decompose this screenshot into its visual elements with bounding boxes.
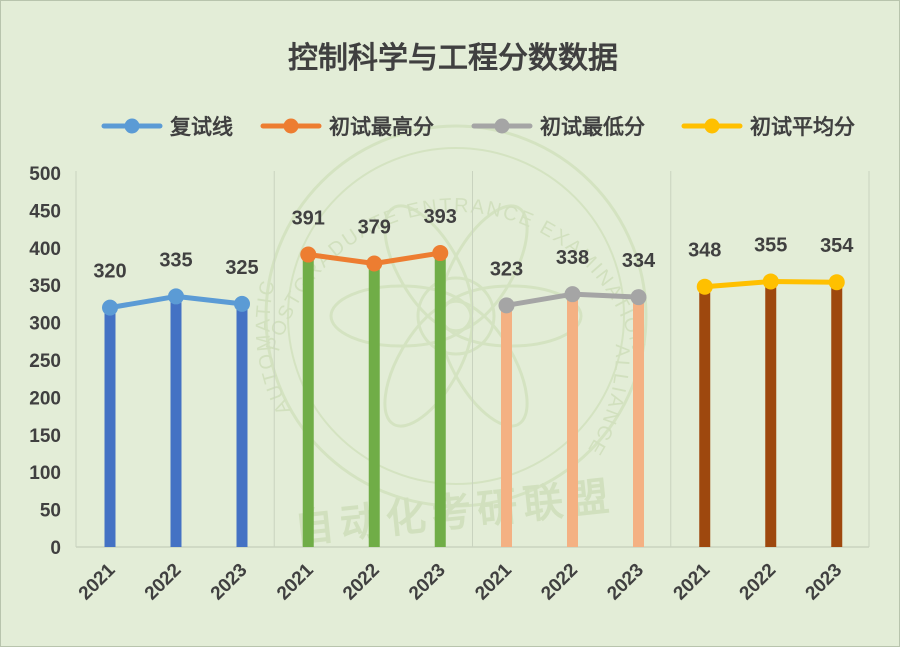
- bar: [633, 297, 644, 547]
- x-tick-label: 2023: [802, 560, 847, 605]
- x-tick-label: 2022: [339, 560, 384, 605]
- bar: [368, 263, 380, 547]
- legend-marker: [124, 118, 140, 134]
- watermark-petal: [329, 284, 473, 348]
- series-marker: [168, 288, 184, 305]
- watermark-ring-inner: [287, 147, 625, 485]
- bar: [434, 253, 446, 547]
- bars: [104, 253, 843, 548]
- data-label: 379: [358, 217, 391, 239]
- bar: [567, 294, 578, 547]
- x-tick-label: 2023: [405, 560, 450, 605]
- bar: [170, 296, 182, 547]
- legend-label: 初试最低分: [540, 115, 645, 139]
- x-tick-label: 2021: [670, 559, 715, 604]
- series-marker: [366, 255, 383, 272]
- series-marker: [630, 289, 647, 306]
- y-tick-label: 300: [29, 314, 61, 335]
- legend-marker: [494, 118, 510, 134]
- series-marker: [234, 295, 250, 312]
- x-tick-label: 2021: [75, 559, 120, 604]
- x-tick-label: 2021: [273, 559, 318, 604]
- x-tick-label: 2021: [471, 559, 516, 604]
- x-tick-label: 2023: [207, 560, 252, 605]
- watermark-center: [416, 276, 496, 356]
- axes: 0 50 100 150 200 250 300 350 400 450 500: [29, 164, 870, 559]
- x-tick-label: 2022: [537, 560, 582, 605]
- series-marker: [696, 278, 713, 295]
- series-marker: [102, 299, 118, 316]
- bar: [831, 282, 843, 547]
- legend-label: 初试平均分: [750, 115, 855, 139]
- watermark-arc-text: ALLIANCE: [582, 344, 632, 460]
- series-marker: [828, 274, 845, 291]
- legend-label: 复试线: [169, 115, 233, 139]
- y-tick-label: 50: [40, 501, 61, 522]
- data-label: 325: [225, 257, 258, 279]
- bar: [765, 281, 777, 547]
- x-tick-label: 2022: [736, 560, 781, 605]
- watermark-ring-outer: [264, 124, 648, 508]
- legend-marker: [283, 118, 299, 134]
- bar: [302, 254, 314, 548]
- data-labels: 320 2021 335 2022 325 2023 391 2021 379 2022 393 20…: [75, 206, 855, 604]
- y-tick-label: 400: [29, 239, 61, 260]
- data-label: 338: [556, 247, 589, 269]
- bar: [699, 286, 711, 547]
- y-tick-label: 250: [29, 351, 61, 372]
- data-label: 334: [622, 250, 656, 272]
- bar: [104, 307, 116, 547]
- series-marker: [432, 245, 449, 262]
- legend-marker: [704, 118, 720, 134]
- chart-title: 控制科学与工程分数数据: [288, 41, 618, 76]
- data-label: 391: [292, 208, 325, 230]
- series-marker: [564, 286, 581, 303]
- data-label: 355: [754, 234, 787, 256]
- y-tick-label: 200: [29, 388, 61, 409]
- legend-label: 初试最高分: [329, 115, 434, 139]
- bar: [501, 305, 512, 547]
- x-tick-label: 2022: [141, 560, 186, 605]
- y-tick-label: 450: [29, 201, 61, 222]
- y-tick-label: 500: [29, 164, 61, 185]
- y-tick-label: 100: [29, 463, 61, 484]
- data-label: 393: [424, 206, 457, 228]
- data-label: 354: [820, 235, 854, 257]
- bar: [236, 303, 248, 547]
- y-tick-label: 350: [29, 276, 61, 297]
- series-marker: [300, 246, 317, 263]
- y-tick-label: 150: [29, 426, 61, 447]
- watermark-petal: [438, 204, 529, 333]
- data-label: 323: [490, 258, 523, 280]
- data-label: 335: [159, 249, 192, 271]
- legend: 复试线 初试最高分 初试最低分 初试平均分: [101, 115, 855, 139]
- data-label: 348: [688, 240, 721, 262]
- data-label: 320: [93, 261, 126, 283]
- series-lines: [102, 245, 845, 316]
- y-tick-label: 0: [50, 538, 61, 559]
- series-marker: [498, 297, 515, 314]
- x-tick-label: 2023: [603, 560, 648, 605]
- series-marker: [762, 273, 779, 290]
